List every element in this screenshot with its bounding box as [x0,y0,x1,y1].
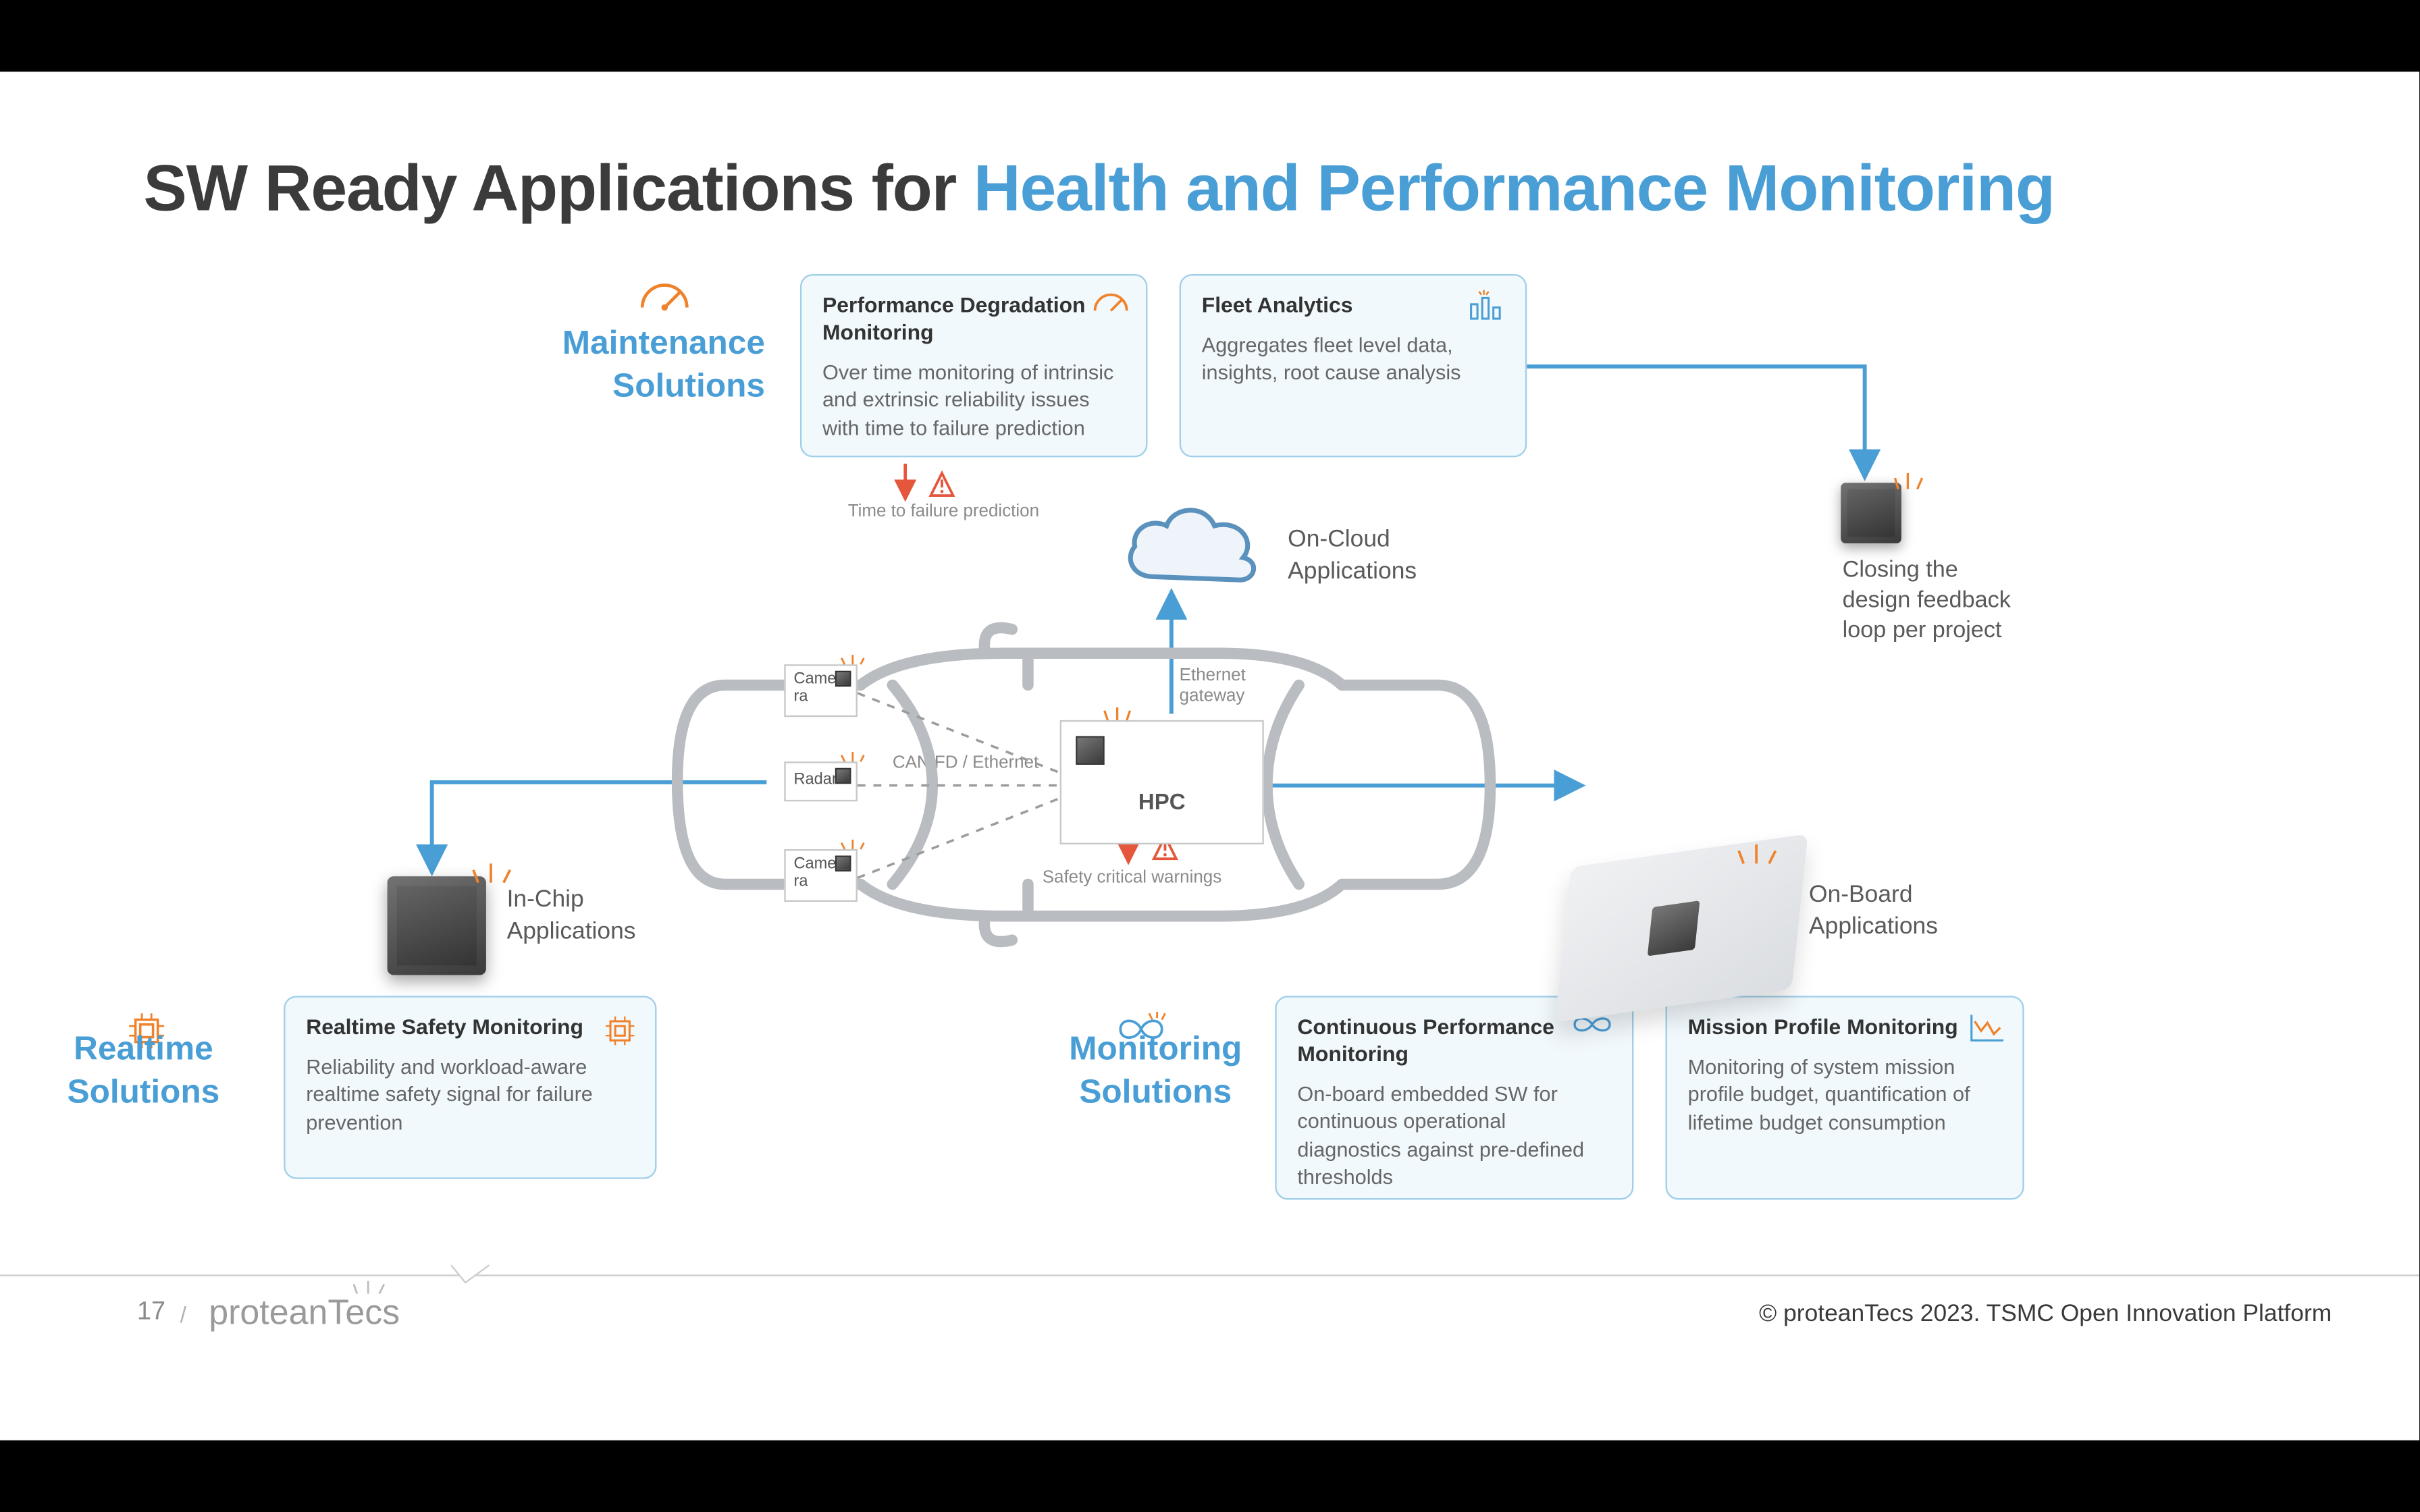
label-closing-loop: Closing thedesign feedbackloop per proje… [1843,556,2011,646]
arrow-fleet-to-feedback [1527,358,1894,486]
slide-title: SW Ready Applications for Health and Per… [144,151,2055,226]
footer-notch-icon [451,1264,490,1286]
page-number: 17 [137,1299,165,1327]
label-in-chip: In-ChipApplications [507,884,636,946]
slide: SW Ready Applications for Health and Per… [0,72,2419,1440]
card-mission-profile: Mission Profile Monitoring Monitoring of… [1666,996,2024,1199]
chip-outline-icon [601,1012,639,1058]
bars-icon [1468,290,1509,330]
section-label-monitoring: Monitoring Solutions [1052,1027,1259,1114]
card-fleet-analytics: Fleet Analytics Aggregates fleet level d… [1180,274,1527,457]
card-title: Fleet Analytics [1202,293,1504,320]
card-title: Mission Profile Monitoring [1688,1015,2002,1042]
gauge-icon [638,279,692,314]
sensor-camera-top: Camera [785,664,858,717]
chip-dot-icon [835,856,851,872]
section-label-realtime: Realtime Solutions [40,1027,247,1114]
card-body: Monitoring of system mission profile bud… [1688,1053,2002,1137]
sparkle-icon [1894,467,1926,502]
copyright: © proteanTecs 2023. TSMC Open Innovation… [1760,1300,2332,1327]
warning-time-to-failure [893,460,969,505]
chip-dot-icon [1076,736,1105,764]
card-realtime-safety: Realtime Safety Monitoring Reliability a… [284,996,657,1179]
chip-dot-icon [835,671,851,687]
hpc-label: HPC [1138,788,1186,814]
hpc-box: HPC [1060,720,1264,844]
line-chart-icon [1969,1012,2007,1052]
label-on-board: On-BoardApplications [1809,880,1938,942]
card-body: Aggregates fleet level data, insights, r… [1202,331,1504,387]
card-body: Over time monitoring of intrinsic and ex… [822,358,1125,441]
title-accent: Health and Performance Monitoring [974,151,2055,225]
chip-graphic [388,876,486,975]
sensor-radar: Radar [785,761,858,801]
cloud-icon [1116,494,1267,597]
sparkle-icon [1737,836,1779,871]
car-diagram: Camera Radar Camera HPC [654,597,1515,972]
sensor-camera-bottom: Camera [785,849,858,902]
card-body: On-board embedded SW for continuous oper… [1298,1080,1612,1192]
card-body: Reliability and workload-aware realtime … [307,1053,635,1137]
letterbox-frame: SW Ready Applications for Health and Per… [0,0,2419,1512]
section-label-maintenance: Maintenance Solutions [542,322,765,409]
title-prefix: SW Ready Applications for [144,151,974,225]
page-separator: / [180,1301,186,1327]
sparkle-icon [472,856,513,891]
chip-dot-icon [835,768,851,784]
label-on-cloud: On-CloudApplications [1288,524,1417,587]
gauge-icon [1092,290,1130,324]
card-continuous-performance: Continuous Performance Monitoring On-boa… [1275,996,1634,1199]
card-performance-degradation: Performance Degradation Monitoring Over … [800,274,1148,457]
brand-logo: proteanTecs [209,1292,400,1333]
card-title: Realtime Safety Monitoring [307,1015,635,1042]
card-title: Performance Degradation Monitoring [822,293,1125,347]
chip-graphic-small [1841,483,1902,543]
card-title: Continuous Performance Monitoring [1298,1015,1612,1069]
